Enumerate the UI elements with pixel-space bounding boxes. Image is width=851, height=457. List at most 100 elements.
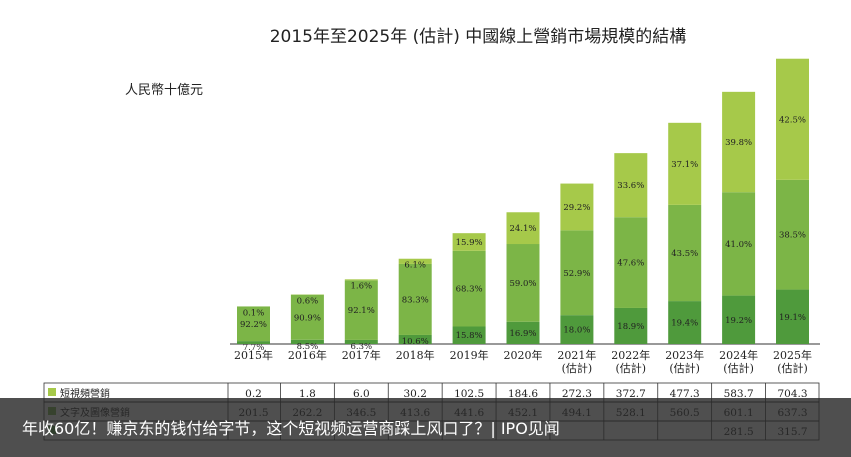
pct-label: 33.6% — [617, 181, 644, 191]
bar-segment-middle-4 — [452, 250, 486, 327]
table-cell: 1.8 — [299, 388, 316, 400]
caption-text[interactable]: 年收60亿！赚京东的钱付给字节，这个短视频运营商踩上风口了？| IPO见闻 — [22, 419, 560, 438]
pct-label: 15.9% — [456, 238, 483, 248]
bar-segment-top-7 — [614, 153, 648, 218]
pct-label: 24.1% — [509, 224, 536, 234]
pct-label: 47.6% — [617, 259, 644, 269]
table-cell: 184.6 — [508, 388, 538, 400]
pct-label: 59.0% — [509, 279, 536, 289]
bar-segment-middle-9 — [722, 192, 756, 296]
x-tick-label: 2017年 — [342, 348, 381, 362]
table-cell: 583.7 — [724, 388, 754, 400]
bar-segment-middle-7 — [614, 217, 648, 308]
table-row-label: 短視頻營銷 — [60, 387, 110, 400]
pct-label: 0.1% — [243, 308, 265, 318]
bar-segment-bottom-7 — [614, 307, 648, 344]
bar-segment-top-10 — [776, 58, 809, 180]
bar-segment-top-6 — [560, 183, 594, 231]
pct-label: 19.1% — [779, 313, 806, 323]
pct-label: 0.6% — [297, 296, 319, 306]
table-cell: 372.7 — [616, 388, 646, 400]
x-tick-label: 2024年 — [719, 348, 758, 362]
bar-segment-top-8 — [668, 122, 702, 205]
pct-label: 6.3% — [350, 342, 372, 352]
bar-segment-top-9 — [722, 91, 756, 193]
legend-swatch — [48, 388, 56, 396]
pct-label: 10.6% — [402, 337, 429, 347]
bar-segment-bottom-3 — [398, 334, 432, 344]
bar-segment-middle-0 — [237, 306, 270, 342]
bar-segment-bottom-0 — [237, 341, 270, 344]
table-cell: 477.3 — [670, 388, 700, 400]
bar-segment-bottom-2 — [344, 339, 378, 344]
x-tick-label: 2022年 — [611, 348, 650, 362]
bar-segment-bottom-8 — [668, 301, 702, 344]
bar-segment-top-5 — [506, 212, 540, 245]
table-cell: 102.5 — [454, 388, 484, 400]
bar-segment-middle-8 — [668, 204, 702, 302]
pct-label: 90.9% — [294, 313, 321, 323]
pct-label: 39.8% — [725, 138, 752, 148]
x-tick-label: 2016年 — [288, 348, 327, 362]
bar-segment-bottom-5 — [506, 321, 540, 344]
table-cell: 30.2 — [404, 388, 427, 400]
bar-segment-bottom-1 — [290, 339, 324, 344]
pct-label: 1.6% — [350, 281, 372, 291]
x-tick-label: 2015年 — [234, 348, 273, 362]
table-cell: 704.3 — [777, 388, 807, 400]
pct-label: 16.9% — [509, 329, 536, 339]
x-tick-label: (估計) — [669, 361, 700, 375]
bars-group: 7.7% 92.2% 0.1% 8.5% 90.9% 0.6% 6.3% 92.1% 1.6% 1… — [237, 58, 809, 353]
x-tick-label: (估計) — [723, 361, 754, 375]
pct-label: 15.8% — [456, 331, 483, 341]
bar-segment-bottom-9 — [722, 295, 756, 344]
pct-label: 52.9% — [563, 269, 590, 279]
pct-label: 19.4% — [671, 319, 698, 329]
pct-label: 83.3% — [402, 295, 429, 305]
pct-label: 68.3% — [456, 285, 483, 295]
x-tick-label: 2023年 — [665, 348, 704, 362]
pct-label: 92.1% — [348, 306, 375, 316]
year-labels-group: 2015年 2016年 2017年 2018年 2019年 2020年 2021年(估計)2… — [234, 348, 812, 375]
bar-segment-middle-2 — [344, 280, 378, 340]
bar-segment-middle-1 — [290, 294, 324, 340]
x-tick-label: 2021年 — [557, 348, 596, 362]
pct-label: 29.2% — [563, 203, 590, 213]
chart-title: 2015年至2025年 (估計) 中國線上營銷市場規模的結構 — [270, 27, 687, 47]
pct-label: 42.5% — [779, 115, 806, 125]
pct-label: 6.1% — [404, 261, 426, 271]
x-tick-label: 2025年 — [773, 348, 812, 362]
pct-label: 92.2% — [240, 320, 267, 330]
pct-label: 38.5% — [779, 231, 806, 241]
bar-segment-middle-5 — [506, 244, 540, 322]
table-cell: 272.3 — [562, 388, 592, 400]
x-tick-label: (估計) — [616, 361, 647, 375]
x-tick-label: (估計) — [562, 361, 593, 375]
pct-label: 41.0% — [725, 240, 752, 250]
bar-segment-top-4 — [452, 233, 486, 251]
table-cell: 6.0 — [353, 388, 370, 400]
bar-segment-middle-10 — [776, 179, 809, 290]
bar-segment-bottom-6 — [560, 315, 594, 344]
pct-label: 18.0% — [563, 326, 590, 336]
bar-segment-top-2 — [344, 279, 378, 281]
pct-label: 7.7% — [243, 343, 265, 353]
x-tick-label: 2019年 — [450, 348, 489, 362]
pct-label: 19.2% — [725, 316, 752, 326]
pct-label: 43.5% — [671, 249, 698, 259]
pct-label: 8.5% — [297, 342, 319, 352]
bar-segment-bottom-10 — [776, 289, 809, 344]
bar-segment-bottom-4 — [452, 326, 486, 344]
x-tick-label: 2018年 — [396, 348, 435, 362]
caption-overlay: 年收60亿！赚京东的钱付给字节，这个短视频运营商踩上风口了？| IPO见闻 — [0, 398, 851, 457]
x-tick-label: (估計) — [777, 361, 808, 375]
bar-segment-top-3 — [398, 258, 432, 264]
unit-label: 人民幣十億元 — [125, 82, 203, 98]
bar-segment-middle-6 — [560, 230, 594, 316]
bar-segment-middle-3 — [398, 263, 432, 335]
pct-label: 37.1% — [671, 160, 698, 170]
table-cell: 0.2 — [245, 388, 262, 400]
x-tick-label: 2020年 — [504, 348, 543, 362]
pct-label: 18.9% — [617, 322, 644, 332]
